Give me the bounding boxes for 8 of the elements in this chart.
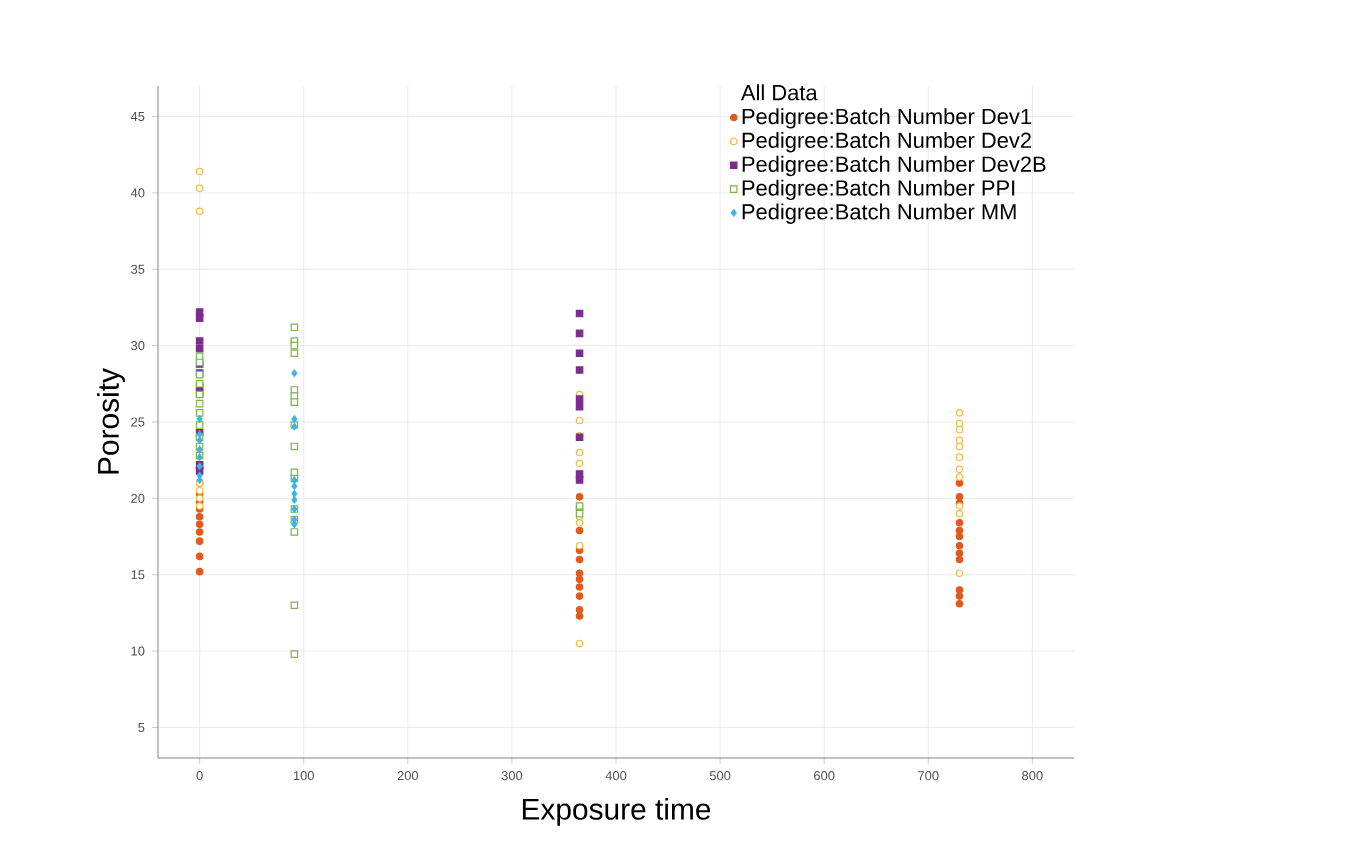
legend-label: Pedigree:Batch Number PPI [742,179,1015,201]
legend-label: Pedigree:Batch Number Dev2 [742,131,1031,153]
x-axis-title: Exposure time [522,797,711,826]
legend-title: All Data [740,84,818,101]
legend-label: Pedigree:Batch Number Dev2B [742,155,1046,177]
y-axis-title: Porosity [97,368,125,474]
legend-label: Pedigree:Batch Number Dev1 [742,108,1031,129]
legend-label: Pedigree:Batch Number MM [742,203,1016,224]
